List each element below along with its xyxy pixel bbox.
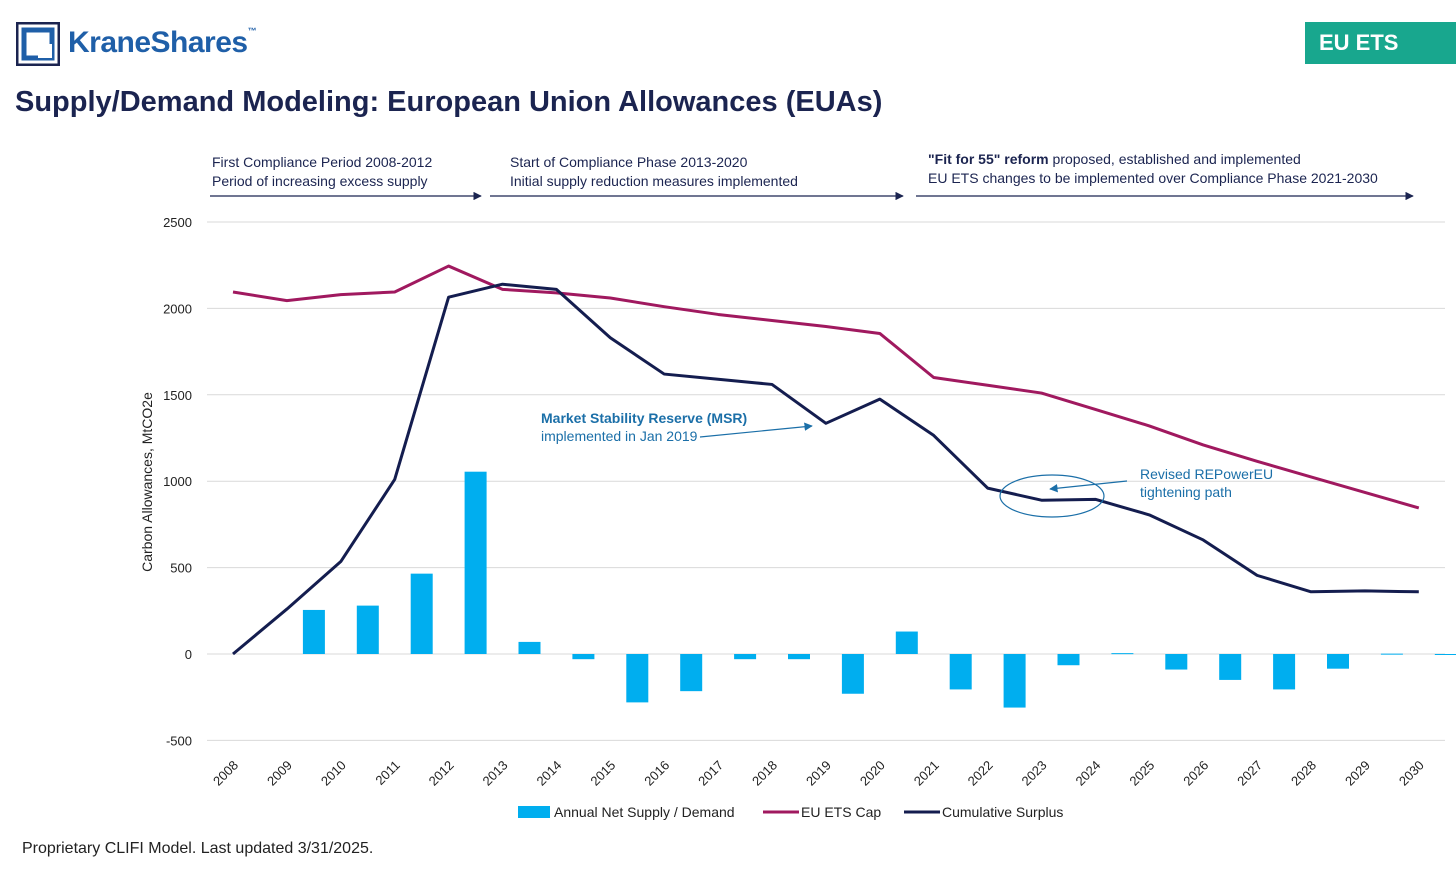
y-tick-label: 1000 — [163, 474, 192, 489]
x-tick-label: 2017 — [695, 758, 726, 789]
x-tick-label: 2023 — [1019, 758, 1050, 789]
supply-demand-chart: First Compliance Period 2008-2012 Period… — [139, 151, 1456, 820]
bar — [1219, 654, 1242, 680]
kraneshares-logo: KraneShares™ — [16, 22, 266, 70]
y-tick-label: -500 — [166, 733, 192, 748]
x-tick-label: 2014 — [533, 758, 564, 789]
x-tick-label: 2008 — [210, 758, 241, 789]
bar — [1111, 653, 1134, 655]
x-tick-label: 2020 — [857, 758, 888, 789]
y-tick-label: 2500 — [163, 215, 192, 230]
bar — [626, 654, 649, 703]
x-tick-label: 2009 — [264, 758, 295, 789]
repower-arrow — [1049, 480, 1128, 493]
phase-3-header: "Fit for 55" reform proposed, establishe… — [916, 151, 1414, 201]
legend-label: EU ETS Cap — [801, 804, 881, 820]
footnote: Proprietary CLIFI Model. Last updated 3/… — [22, 840, 374, 857]
phase-1-header: First Compliance Period 2008-2012 Period… — [210, 154, 482, 201]
repower-annotation: Revised REPowerEU tightening path — [999, 466, 1273, 518]
x-tick-label: 2025 — [1126, 758, 1157, 789]
x-tick-label: 2026 — [1180, 758, 1211, 789]
y-tick-label: 500 — [170, 561, 192, 576]
msr-subtitle: implemented in Jan 2019 — [541, 428, 698, 444]
legend-label: Cumulative Surplus — [942, 804, 1063, 820]
phase-1-line1: First Compliance Period 2008-2012 — [212, 154, 432, 170]
bar — [895, 631, 918, 654]
phase-2-line2: Initial supply reduction measures implem… — [510, 173, 798, 189]
x-axis-ticks: 2008 2009 2010 2011 2012 2013 2014 2015 2016 2017… — [210, 758, 1427, 789]
brand-name: KraneShares™ — [68, 26, 257, 59]
x-tick-label: 2015 — [587, 758, 618, 789]
x-tick-label: 2021 — [911, 758, 942, 789]
bar — [518, 641, 541, 654]
repower-line1: Revised REPowerEU — [1140, 466, 1273, 482]
x-tick-label: 2027 — [1234, 758, 1265, 789]
phase-2-line1: Start of Compliance Phase 2013-2020 — [510, 154, 748, 170]
bar — [356, 605, 379, 654]
bar — [1003, 654, 1026, 708]
x-tick-label: 2029 — [1342, 758, 1373, 789]
bar — [949, 654, 972, 690]
x-tick-label: 2024 — [1072, 758, 1103, 789]
legend-swatch — [518, 806, 550, 818]
x-tick-label: 2018 — [749, 758, 780, 789]
eu-ets-cap-line — [232, 264, 1420, 510]
bar — [572, 654, 595, 660]
x-tick-label: 2012 — [426, 758, 457, 789]
y-axis-label: Carbon Allowances, MtCO2e — [139, 392, 155, 572]
msr-annotation: Market Stability Reserve (MSR) implement… — [541, 410, 813, 444]
page-title: Supply/Demand Modeling: European Union A… — [15, 86, 883, 118]
msr-title: Market Stability Reserve (MSR) — [541, 410, 747, 426]
phase-3-line1: "Fit for 55" reform proposed, establishe… — [928, 151, 1301, 167]
x-tick-label: 2028 — [1288, 758, 1319, 789]
phase-2-header: Start of Compliance Phase 2013-2020 Init… — [490, 154, 904, 201]
kraneshares-logo-mark — [16, 22, 60, 66]
bar — [1057, 654, 1080, 666]
gridlines — [207, 221, 1445, 741]
bar — [841, 654, 864, 694]
bar — [680, 654, 703, 692]
x-tick-label: 2019 — [803, 758, 834, 789]
bar — [1273, 654, 1296, 690]
bar — [464, 471, 487, 654]
bar — [734, 654, 757, 660]
phase-1-line2: Period of increasing excess supply — [212, 173, 428, 189]
repower-line2: tightening path — [1140, 484, 1232, 500]
phase-3-line2: EU ETS changes to be implemented over Co… — [928, 170, 1378, 186]
bar — [1165, 654, 1188, 670]
y-axis-ticks: -500 0 500 1000 1500 2000 2500 — [163, 215, 192, 748]
bar — [302, 609, 325, 654]
bar — [1434, 654, 1456, 655]
y-tick-label: 1500 — [163, 388, 192, 403]
repower-ellipse — [999, 474, 1105, 518]
x-tick-label: 2016 — [641, 758, 672, 789]
msr-arrow — [699, 422, 813, 438]
bar — [410, 573, 433, 654]
legend-label: Annual Net Supply / Demand — [554, 804, 735, 820]
bar — [788, 654, 810, 660]
bar — [1380, 653, 1403, 655]
eu-ets-badge: EU ETS — [1305, 22, 1456, 64]
x-tick-label: 2030 — [1396, 758, 1427, 789]
bar — [1327, 654, 1349, 669]
x-tick-label: 2011 — [372, 758, 402, 788]
annual-net-supply-bars — [302, 471, 1456, 708]
x-tick-label: 2010 — [318, 758, 349, 789]
cumulative-surplus-line — [232, 282, 1419, 656]
y-tick-label: 2000 — [163, 301, 192, 316]
x-tick-label: 2022 — [965, 758, 996, 789]
x-tick-label: 2013 — [480, 758, 511, 789]
series-lines — [232, 264, 1420, 656]
y-tick-label: 0 — [185, 647, 192, 662]
legend: Annual Net Supply / Demand EU ETS Cap Cumu… — [518, 804, 1063, 820]
